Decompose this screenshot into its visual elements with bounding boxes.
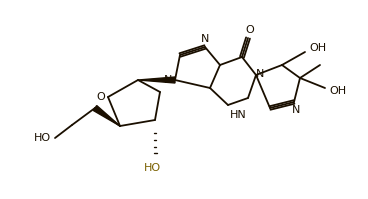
Text: O: O	[97, 92, 105, 102]
Text: N: N	[164, 75, 172, 85]
Text: OH: OH	[329, 86, 347, 96]
Text: HN: HN	[230, 110, 246, 120]
Text: HO: HO	[144, 163, 160, 173]
Text: N: N	[201, 34, 209, 44]
Text: OH: OH	[309, 43, 326, 53]
Polygon shape	[138, 77, 175, 83]
Text: N: N	[256, 69, 264, 79]
Text: N: N	[292, 105, 300, 115]
Text: O: O	[245, 25, 254, 35]
Polygon shape	[93, 105, 120, 126]
Text: HO: HO	[33, 133, 50, 143]
